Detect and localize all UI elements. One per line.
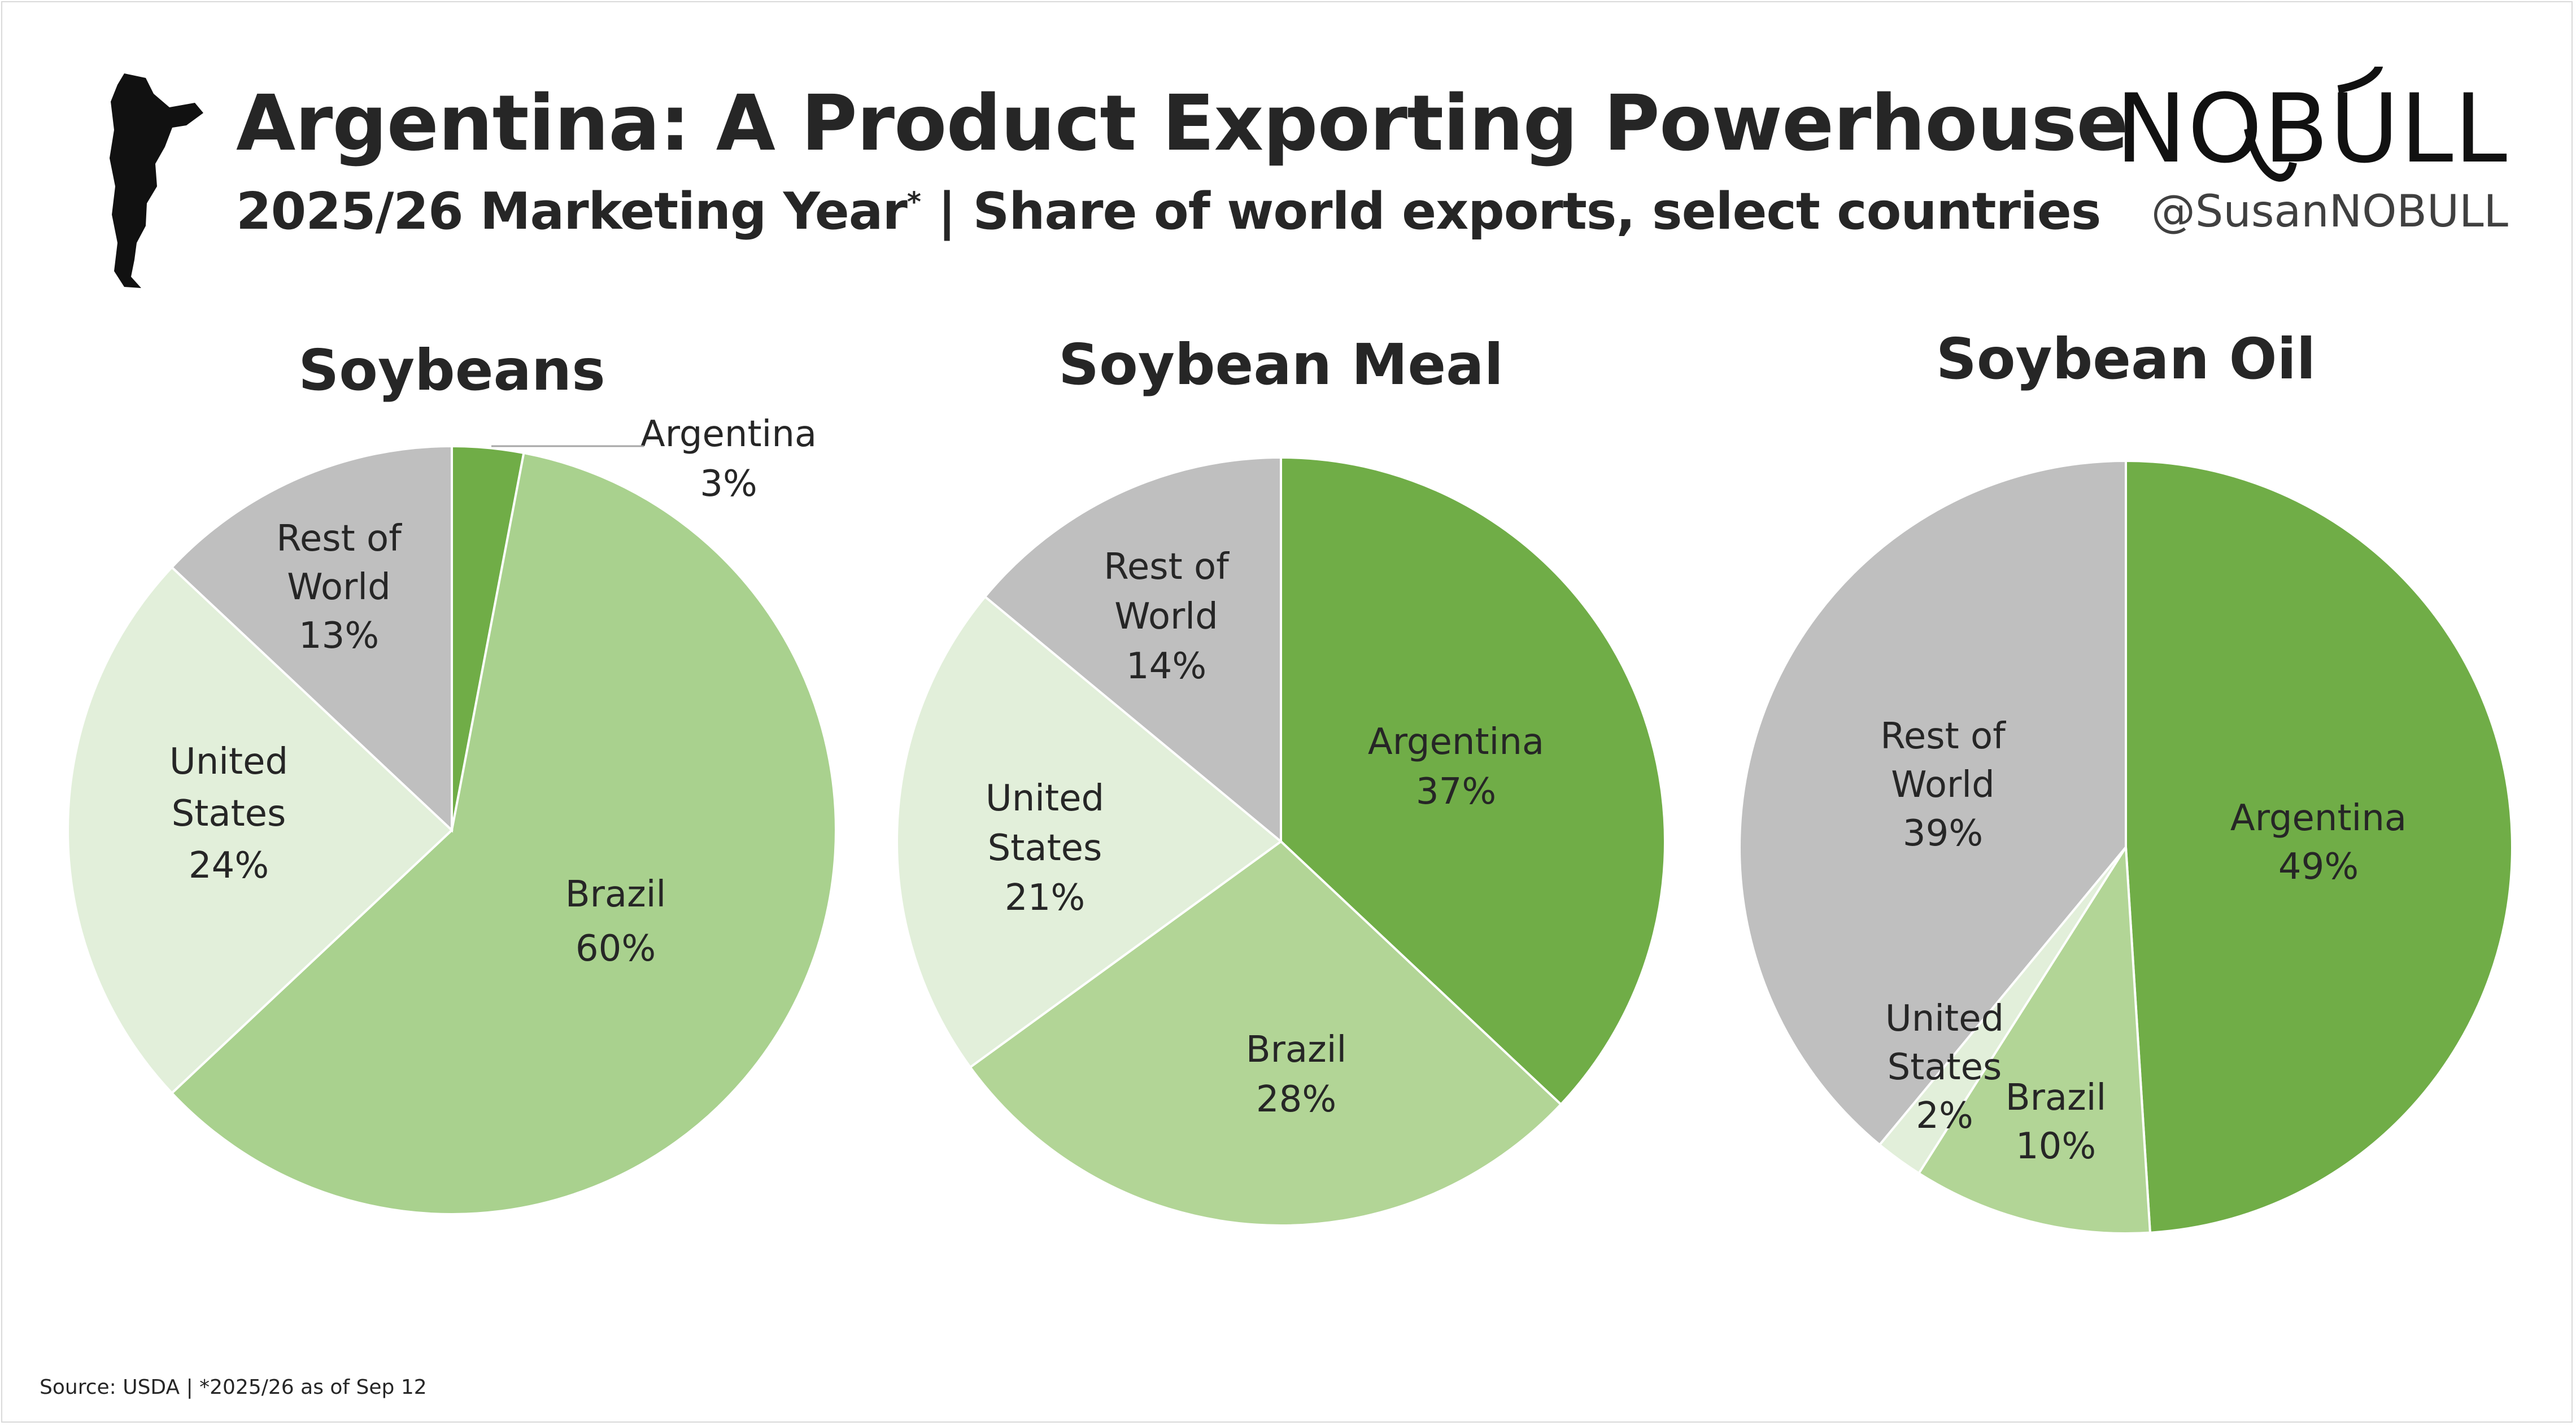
source-note: Source: USDA | *2025/26 as of Sep 12 xyxy=(40,1376,427,1399)
pie-slice-brazil xyxy=(170,451,837,1215)
social-handle: @SusanNOBULL xyxy=(2151,186,2508,237)
slice-label-argentina: Argentina 3% xyxy=(640,413,817,505)
pie-slice-rest-of-world xyxy=(170,444,453,833)
slice-label-united-states: United States 21% xyxy=(986,778,1104,919)
slice-label-rest-of-world: Rest of World 39% xyxy=(1880,716,2006,854)
slice-label-argentina: Argentina 49% xyxy=(2230,797,2407,888)
subtitle-footnote-marker: * xyxy=(906,186,921,218)
pie-slice-united-states xyxy=(67,565,454,1095)
argentina-map-icon xyxy=(110,73,203,288)
chart-title: Soybean Oil xyxy=(1936,326,2316,392)
pie-slice-argentina xyxy=(2125,459,2513,1234)
pie-slice-rest-of-world xyxy=(983,456,1282,844)
slice-label-rest-of-world: Rest of World 14% xyxy=(1104,546,1230,687)
pie-chart-1: Soybeans Argentina 3% Brazil 60% United States… xyxy=(67,337,837,1215)
pie-slice-brazil xyxy=(1917,843,2152,1235)
page-subtitle: 2025/26 Marketing Year* | Share of world… xyxy=(236,182,2101,241)
chart-title: Soybeans xyxy=(298,337,605,403)
nobull-logo: NOBULL xyxy=(2115,73,2508,184)
slice-label-united-states: United States 2% xyxy=(1885,998,2004,1137)
page-title: Argentina: A Product Exporting Powerhous… xyxy=(236,79,2129,168)
pie-chart-3: Soybean Oil Argentina 49% Brazil 10%United St… xyxy=(1738,326,2513,1235)
bull-horns-icon xyxy=(2244,67,2383,182)
subtitle-rest: | Share of world exports, select countri… xyxy=(920,182,2101,241)
subtitle-main: 2025/26 Marketing Year xyxy=(236,182,908,241)
slice-label-rest-of-world: Rest of World 13% xyxy=(276,518,402,657)
pie-slice-argentina xyxy=(1280,456,1666,1106)
pie-chart-2: Soybean Meal Argentina 37% Brazil 28% United S… xyxy=(896,332,1666,1227)
slice-label-argentina: Argentina 37% xyxy=(1368,721,1544,813)
slice-label-brazil: Brazil 28% xyxy=(1246,1029,1347,1120)
slice-label-united-states: United States 24% xyxy=(169,741,288,887)
pie-slice-united-states xyxy=(896,595,1283,1069)
chart-title: Soybean Meal xyxy=(1058,332,1503,398)
slice-label-brazil: Brazil 60% xyxy=(565,874,666,970)
pie-slice-rest-of-world xyxy=(1738,459,2127,1146)
slice-label-brazil: Brazil 10% xyxy=(2006,1077,2107,1167)
pie-slice-brazil xyxy=(969,840,1563,1227)
